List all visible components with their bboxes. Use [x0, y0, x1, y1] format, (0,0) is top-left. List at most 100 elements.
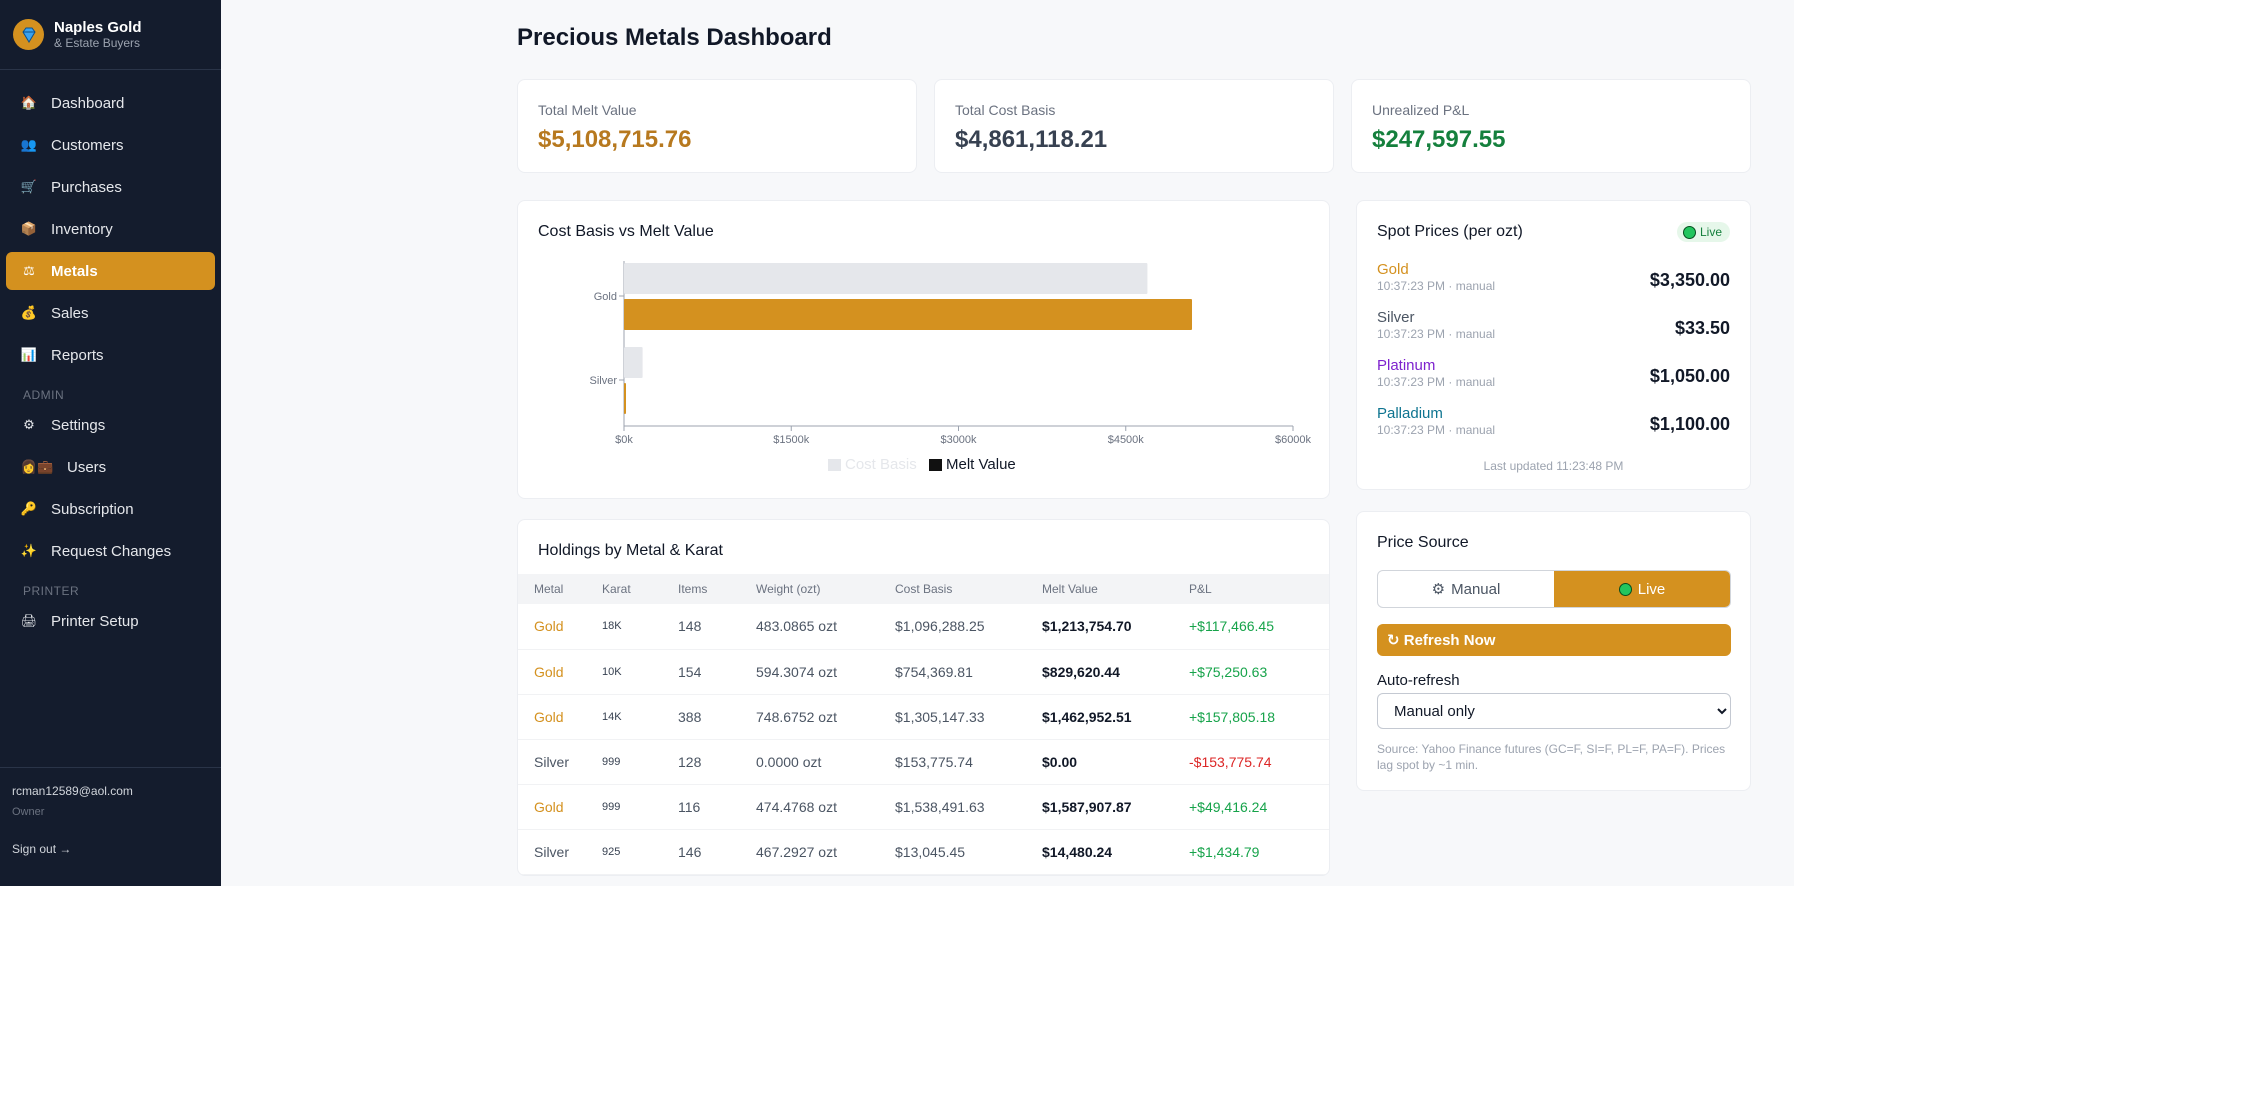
- cell-karat: 999: [602, 755, 621, 768]
- x-tick-label: $3000k: [940, 434, 977, 446]
- cell-items: 154: [678, 663, 702, 680]
- spot-metal: Gold: [1377, 261, 1409, 278]
- y-tick-label: Gold: [594, 291, 617, 303]
- sidebar-item-users[interactable]: 👩💼 Users: [6, 448, 215, 486]
- spot-prices-card: Spot Prices (per ozt) Live Gold 10:37:23…: [1356, 200, 1751, 490]
- sidebar-item-subscription[interactable]: 🔑 Subscription: [6, 490, 215, 528]
- sidebar-item-label: Metals: [51, 262, 98, 280]
- live-badge-label: Live: [1699, 225, 1722, 239]
- users-icon: 👩💼: [20, 459, 54, 474]
- cart-icon: 🛒: [20, 179, 38, 194]
- sidebar-item-label: Reports: [51, 346, 104, 364]
- manual-label: Manual: [1451, 580, 1501, 598]
- stat-label: Unrealized P&L: [1372, 102, 1470, 118]
- column-header: Cost Basis: [895, 582, 953, 596]
- column-header: Weight (ozt): [756, 582, 821, 596]
- money-bag-icon: 💰: [20, 305, 38, 320]
- stat-label: Total Melt Value: [538, 102, 637, 118]
- cell-cost: $13,045.45: [895, 843, 966, 860]
- cell-weight: 748.6752 ozt: [756, 708, 837, 725]
- sidebar-item-reports[interactable]: 📊 Reports: [6, 336, 215, 374]
- sidebar-item-label: Customers: [51, 136, 124, 154]
- cell-metal: Gold: [534, 618, 564, 635]
- sidebar-item-label: Sales: [51, 304, 89, 322]
- table-row: Gold 999 116 474.4768 ozt $1,538,491.63 …: [518, 784, 1329, 829]
- brand[interactable]: Naples Gold & Estate Buyers: [0, 0, 221, 70]
- spot-price: $1,050.00: [1649, 366, 1730, 386]
- spot-meta: 10:37:23 PM · manual: [1377, 327, 1496, 341]
- cell-items: 148: [678, 618, 702, 635]
- stat-value: $247,597.55: [1372, 126, 1506, 153]
- bar-melt-value-gold: [624, 299, 1193, 330]
- cell-karat: 10K: [602, 665, 622, 678]
- brand-subtitle: & Estate Buyers: [54, 36, 141, 50]
- house-icon: 🏠: [20, 95, 38, 110]
- main-nav: 🏠 Dashboard 👥 Customers 🛒 Purchases 📦 Invent…: [0, 84, 221, 640]
- spot-meta: 10:37:23 PM · manual: [1377, 279, 1496, 293]
- price-source-toggle: ⚙ Manual Live: [1377, 570, 1731, 608]
- sidebar-item-inventory[interactable]: 📦 Inventory: [6, 210, 215, 248]
- bar-chart: $0k $1500k $3000k $4500k $6000k Gold Silver Cos…: [589, 261, 1312, 473]
- sidebar-item-sales[interactable]: 💰 Sales: [6, 294, 215, 332]
- sidebar-item-label: Users: [67, 458, 107, 476]
- sidebar-item-label: Purchases: [51, 178, 122, 196]
- spot-price: $1,100.00: [1649, 414, 1730, 434]
- last-updated: Last updated 11:23:48 PM: [1483, 459, 1624, 473]
- refresh-now-button[interactable]: ↻ Refresh Now: [1377, 624, 1731, 656]
- sidebar-item-metals[interactable]: ⚖ Metals: [6, 252, 215, 290]
- sidebar-item-label: Dashboard: [51, 94, 125, 112]
- legend-swatch-cost-basis: [828, 459, 841, 471]
- cell-melt: $829,620.44: [1042, 663, 1120, 680]
- chart-title: Cost Basis vs Melt Value: [538, 223, 714, 240]
- spot-row-palladium: Palladium 10:37:23 PM · manual $1,100.00: [1377, 405, 1730, 445]
- spot-metal: Palladium: [1377, 405, 1443, 422]
- price-source-card: Price Source ⚙ Manual Live ↻ Refresh Now …: [1356, 511, 1751, 791]
- table-row: Silver 925 146 467.2927 ozt $13,045.45 $…: [518, 829, 1329, 874]
- x-tick-label: $1500k: [773, 434, 810, 446]
- column-header: Items: [678, 582, 708, 596]
- manual-toggle-button[interactable]: ⚙ Manual: [1378, 571, 1554, 607]
- cell-items: 128: [678, 753, 702, 770]
- cell-pnl: +$1,434.79: [1189, 843, 1260, 860]
- gear-icon: ⚙: [1431, 581, 1446, 598]
- live-toggle-button[interactable]: Live: [1554, 571, 1730, 607]
- sidebar: Naples Gold & Estate Buyers 🏠 Dashboard 👥…: [0, 0, 221, 886]
- cell-melt: $14,480.24: [1042, 843, 1113, 860]
- auto-refresh-label: Auto-refresh: [1377, 672, 1460, 689]
- sidebar-item-printer-setup[interactable]: 🖨 Printer Setup: [6, 602, 215, 640]
- bar-melt-value-silver: [624, 383, 626, 414]
- auto-refresh-select[interactable]: Manual only: [1377, 693, 1731, 729]
- sidebar-item-customers[interactable]: 👥 Customers: [6, 126, 215, 164]
- cell-karat: 999: [602, 800, 621, 813]
- table-row: Gold 14K 388 748.6752 ozt $1,305,147.33 …: [518, 694, 1329, 739]
- cell-cost: $1,305,147.33: [895, 708, 985, 725]
- sidebar-item-dashboard[interactable]: 🏠 Dashboard: [6, 84, 215, 122]
- printer-section-label: PRINTER: [23, 584, 80, 598]
- cell-metal: Silver: [534, 843, 570, 860]
- column-header: Karat: [602, 582, 631, 596]
- table-row: Silver 999 128 0.0000 ozt $153,775.74 $0…: [518, 739, 1329, 784]
- holdings-card: Holdings by Metal & Karat Metal Karat It…: [517, 519, 1330, 876]
- column-header: Melt Value: [1042, 582, 1098, 596]
- spot-price: $3,350.00: [1649, 270, 1730, 290]
- stat-value: $4,861,118.21: [955, 126, 1108, 153]
- spot-price: $33.50: [1674, 318, 1730, 338]
- cell-karat: 14K: [602, 710, 622, 723]
- cell-karat: 18K: [602, 620, 622, 633]
- sidebar-item-purchases[interactable]: 🛒 Purchases: [6, 168, 215, 206]
- sidebar-item-settings[interactable]: ⚙ Settings: [6, 406, 215, 444]
- cell-metal: Silver: [534, 753, 570, 770]
- user-panel: rcman12589@aol.com Owner Sign out →: [0, 767, 221, 856]
- live-label: Live: [1637, 580, 1666, 598]
- cell-pnl: +$157,805.18: [1189, 708, 1276, 725]
- column-header: P&L: [1189, 582, 1212, 596]
- sign-out-link[interactable]: Sign out →: [12, 842, 72, 856]
- box-icon: 📦: [20, 221, 38, 236]
- sidebar-item-label: Printer Setup: [51, 612, 139, 630]
- sidebar-item-label: Request Changes: [51, 542, 172, 560]
- x-tick-label: $6000k: [1275, 434, 1312, 446]
- cell-karat: 925: [602, 845, 621, 858]
- diamond-logo-icon: [13, 19, 44, 50]
- gear-icon: ⚙: [23, 417, 35, 432]
- sidebar-item-request-changes[interactable]: ✨ Request Changes: [6, 532, 215, 570]
